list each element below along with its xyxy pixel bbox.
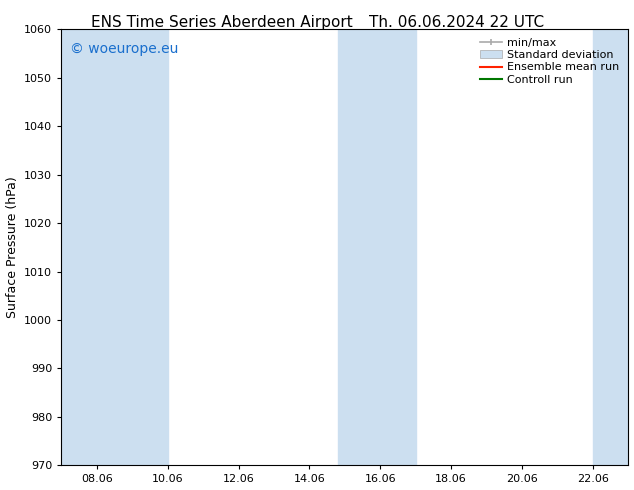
Text: ENS Time Series Aberdeen Airport: ENS Time Series Aberdeen Airport (91, 15, 353, 30)
Legend: min/max, Standard deviation, Ensemble mean run, Controll run: min/max, Standard deviation, Ensemble me… (476, 35, 623, 88)
Text: © woeurope.eu: © woeurope.eu (70, 42, 178, 56)
Text: Th. 06.06.2024 22 UTC: Th. 06.06.2024 22 UTC (369, 15, 544, 30)
Bar (593, 29, 628, 465)
Bar (338, 29, 416, 465)
Y-axis label: Surface Pressure (hPa): Surface Pressure (hPa) (6, 176, 18, 318)
Bar (61, 29, 167, 465)
